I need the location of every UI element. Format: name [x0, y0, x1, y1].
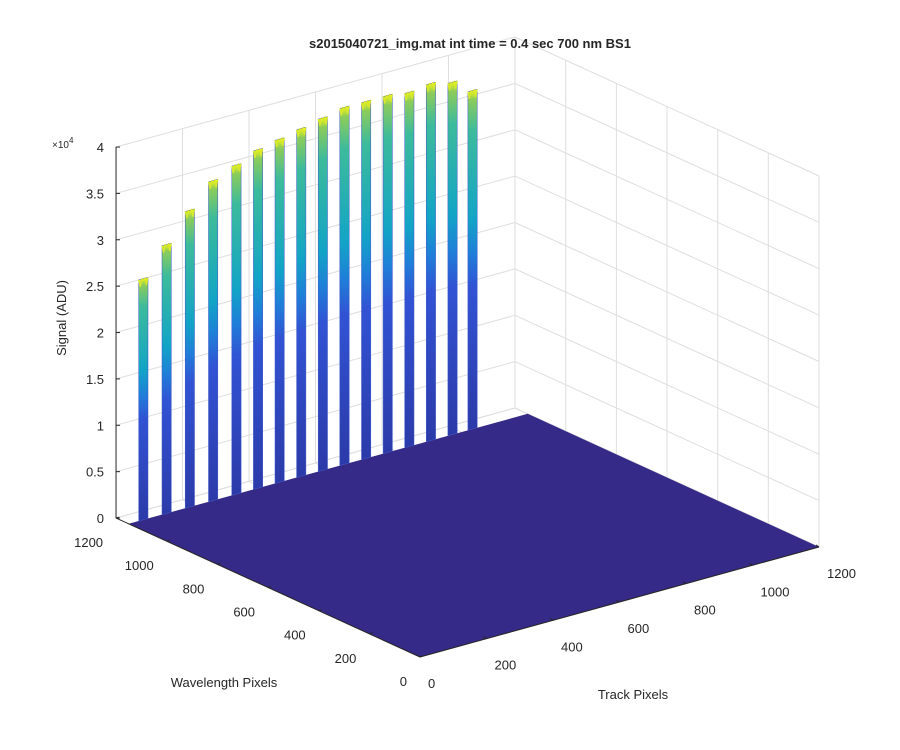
grid-line-z [115, 36, 820, 177]
y-tick-label: 0 [400, 674, 407, 689]
peak-crest [360, 99, 372, 110]
tick-labels: 0200400600800100012000200400600800100012… [74, 140, 856, 691]
peak-crest [252, 147, 264, 159]
x-tick-mark [483, 636, 487, 640]
z-tick-label: 2 [97, 326, 104, 341]
peak-ridge [426, 81, 436, 443]
x-tick-label: 200 [495, 658, 517, 673]
z-tick-label: 1 [97, 418, 104, 433]
peak-crest [317, 115, 329, 127]
x-tick-mark [416, 654, 421, 658]
x-tick-mark [749, 562, 753, 566]
grid-line-z [115, 314, 820, 455]
peak-crest [404, 90, 415, 101]
y-tick-label: 1200 [74, 535, 103, 550]
peak-crest [425, 81, 437, 92]
grid-line-z [115, 361, 820, 502]
z-scale-exponent: 4 [69, 136, 74, 145]
z-tick-label: 4 [97, 140, 104, 155]
peak-ridge [274, 137, 285, 484]
peak-ridge [339, 105, 350, 466]
x-tick-mark [682, 581, 687, 585]
x-axis-label: Track Pixels [598, 687, 669, 702]
peak-ridge [184, 208, 195, 509]
x-tick-mark [616, 599, 620, 603]
peak-crest [207, 178, 219, 189]
z-scale-label: ×104 [52, 136, 74, 151]
y-axis-label: Wavelength Pixels [171, 675, 278, 690]
x-tick-mark [549, 617, 554, 621]
peak-crest [138, 276, 149, 288]
peak-crest [231, 162, 242, 174]
peak-ridge [382, 93, 393, 455]
peak-ridge [138, 277, 149, 522]
peak-ridge [161, 242, 172, 516]
floor-surface [128, 413, 819, 657]
peak-crest [467, 88, 478, 99]
y-tick-label: 800 [183, 581, 205, 596]
peak-ridge [253, 147, 263, 490]
peak-crest [274, 137, 285, 148]
peak-crest [447, 80, 458, 91]
peak-crest [296, 126, 307, 137]
grid-line-z [115, 82, 820, 223]
z-tick-label: 1.5 [86, 372, 104, 387]
peak-ridge [467, 88, 478, 431]
peak-ridge [404, 90, 415, 449]
x-tick-label: 1000 [761, 584, 790, 599]
surface-peaks [138, 80, 478, 522]
x-tick-mark [815, 544, 820, 548]
y-tick-label: 1000 [125, 558, 154, 573]
z-scale-base: ×10 [52, 140, 69, 151]
z-tick-label: 0 [97, 511, 104, 526]
grid-line-z [115, 268, 820, 409]
surface-floor [128, 413, 819, 657]
peak-ridge [447, 80, 458, 437]
x-tick-label: 600 [628, 621, 650, 636]
grid-line-z [115, 221, 820, 362]
z-axis-label: Signal (ADU) [54, 280, 69, 356]
y-tick-mark [419, 655, 424, 658]
peak-ridge [231, 163, 242, 496]
y-tick-mark [369, 632, 373, 635]
x-tick-label: 1200 [827, 566, 856, 581]
grid-line-z [115, 175, 820, 316]
peak-ridge [361, 99, 372, 460]
z-tick-label: 2.5 [86, 279, 104, 294]
y-tick-mark [217, 562, 221, 565]
y-tick-label: 400 [284, 628, 306, 643]
chart-title: s2015040721_img.mat int time = 0.4 sec 7… [309, 36, 631, 51]
z-tick-label: 3.5 [86, 186, 104, 201]
peak-crest [382, 93, 393, 104]
x-tick-label: 400 [561, 639, 583, 654]
y-tick-mark [318, 609, 322, 612]
peak-crest [161, 242, 172, 253]
y-tick-mark [166, 539, 170, 542]
x-tick-label: 800 [694, 603, 716, 618]
grid-line-z [115, 129, 820, 270]
x-tick-label: 0 [428, 676, 435, 691]
z-tick-label: 3 [97, 233, 104, 248]
z-tick-label: 0.5 [86, 465, 104, 480]
peak-ridge [208, 178, 219, 503]
y-tick-label: 600 [233, 605, 255, 620]
y-tick-mark [267, 586, 272, 588]
peak-crest [339, 105, 350, 116]
peak-ridge [317, 116, 328, 472]
peak-ridge [296, 126, 307, 478]
y-tick-label: 200 [335, 651, 357, 666]
peak-crest [184, 208, 196, 219]
